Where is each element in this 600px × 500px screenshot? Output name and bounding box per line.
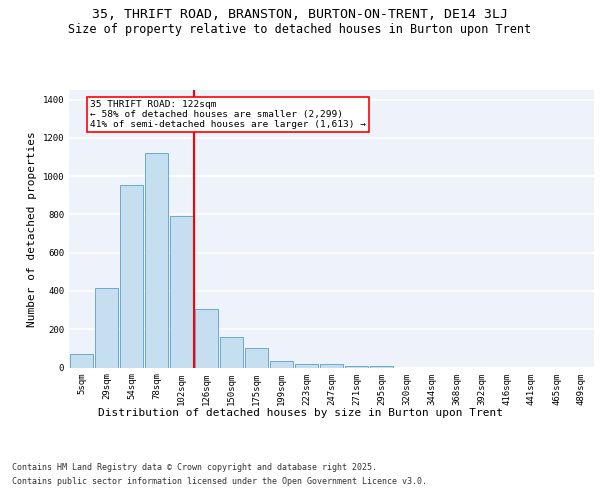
Bar [370, 366, 393, 368]
Text: Contains public sector information licensed under the Open Government Licence v3: Contains public sector information licen… [12, 478, 427, 486]
Bar [170, 216, 193, 368]
Bar [120, 184, 143, 368]
Text: 35, THRIFT ROAD, BRANSTON, BURTON-ON-TRENT, DE14 3LJ: 35, THRIFT ROAD, BRANSTON, BURTON-ON-TRE… [92, 8, 508, 20]
Bar [70, 354, 93, 368]
Bar [270, 361, 293, 368]
Bar [320, 364, 343, 368]
Text: Size of property relative to detached houses in Burton upon Trent: Size of property relative to detached ho… [68, 22, 532, 36]
Bar [345, 366, 368, 368]
Y-axis label: Number of detached properties: Number of detached properties [27, 131, 37, 326]
Bar [145, 153, 168, 368]
Bar [95, 288, 118, 368]
Bar [295, 364, 318, 368]
Bar [245, 348, 268, 368]
Text: Contains HM Land Registry data © Crown copyright and database right 2025.: Contains HM Land Registry data © Crown c… [12, 462, 377, 471]
Bar [220, 337, 243, 368]
Text: 35 THRIFT ROAD: 122sqm
← 58% of detached houses are smaller (2,299)
41% of semi-: 35 THRIFT ROAD: 122sqm ← 58% of detached… [90, 100, 366, 130]
Text: Distribution of detached houses by size in Burton upon Trent: Distribution of detached houses by size … [97, 408, 503, 418]
Bar [195, 309, 218, 368]
